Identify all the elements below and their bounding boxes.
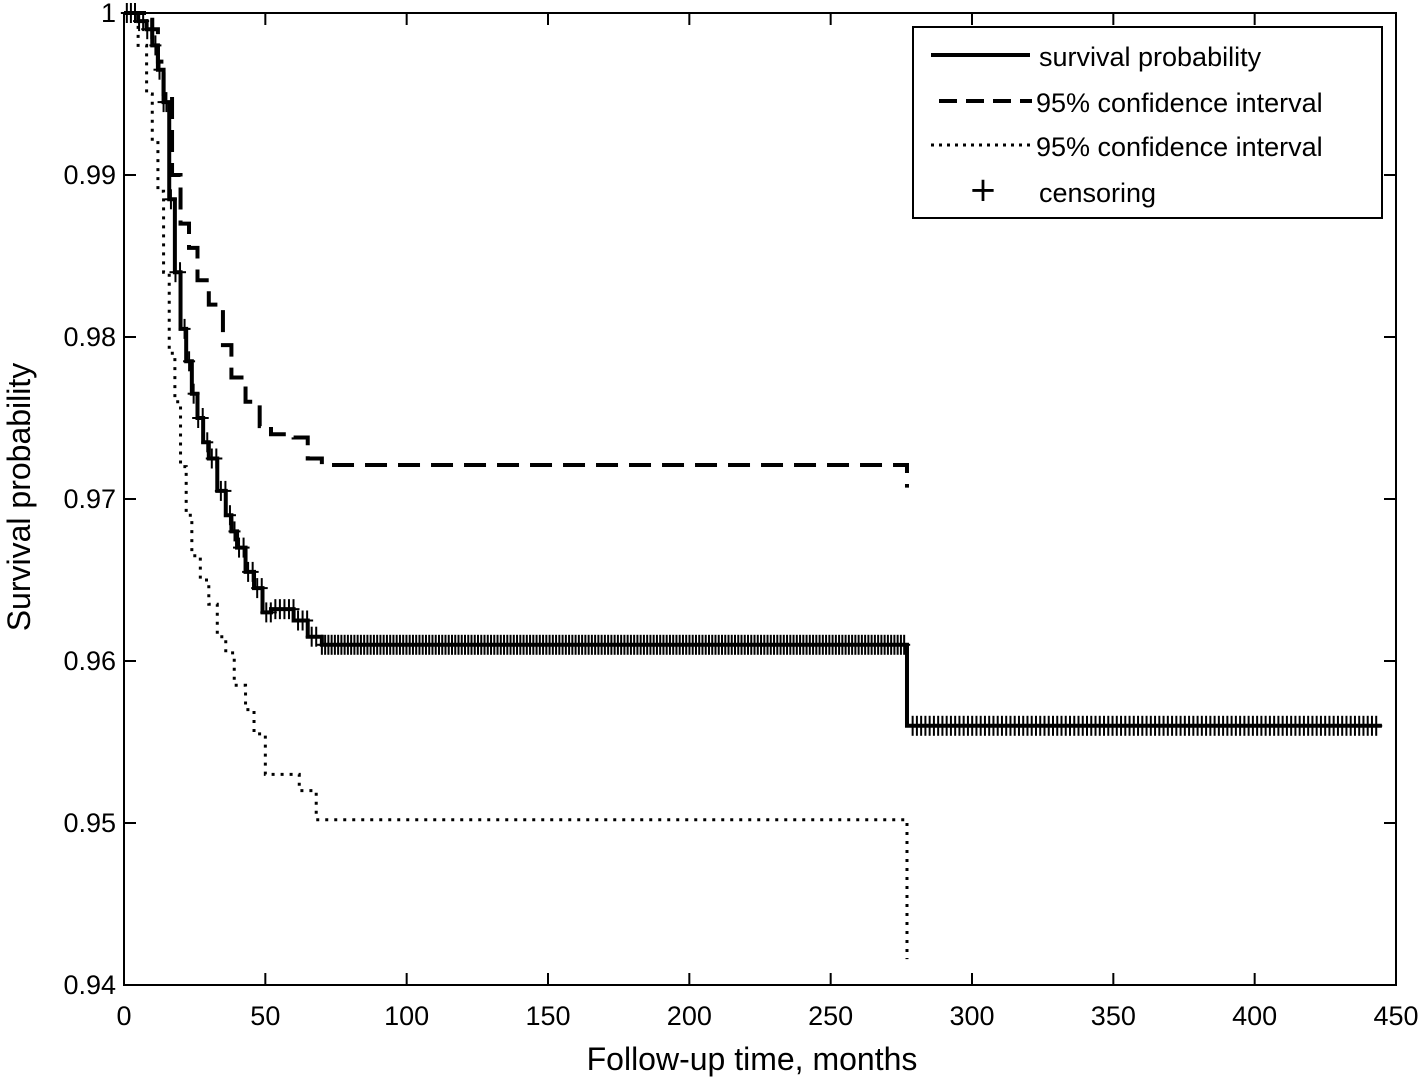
censor-mark (153, 59, 166, 80)
legend: survival probability 95% confidence inte… (912, 26, 1383, 219)
series-line-upper (124, 11, 909, 488)
legend-label-upper: 95% confidence interval (1036, 88, 1323, 118)
legend-label-lower: 95% confidence interval (1036, 132, 1323, 162)
censor-mark (178, 318, 191, 339)
y-tick-label: 0.95 (63, 808, 116, 838)
censor-mark (219, 480, 232, 501)
censoring-marks (120, 3, 1383, 736)
x-tick-label: 150 (525, 1001, 570, 1031)
censor-mark (174, 262, 187, 283)
y-tick-label: 0.94 (63, 970, 116, 1000)
censor-mark (149, 35, 162, 56)
censor-mark (164, 189, 177, 210)
y-axis-ticks: 0.94 0.95 0.96 0.97 0.98 0.99 1 (63, 0, 1396, 1000)
censor-mark (160, 92, 173, 113)
censor-mark (310, 626, 323, 647)
legend-box (912, 26, 1383, 219)
y-tick-label: 0.98 (63, 322, 116, 352)
x-tick-label: 450 (1373, 1001, 1418, 1031)
x-tick-label: 300 (949, 1001, 994, 1031)
censor-mark (246, 561, 259, 582)
legend-label-censor: censoring (1039, 178, 1156, 208)
y-tick-label: 0.96 (63, 646, 116, 676)
censor-mark (287, 599, 300, 620)
x-tick-label: 200 (667, 1001, 712, 1031)
y-axis-title: Survival probability (1, 363, 37, 632)
censor-mark (223, 505, 236, 526)
plot-frame (123, 12, 1397, 986)
censor-mark (228, 521, 241, 542)
legend-swatch-censor: + (969, 170, 998, 210)
legend-label-survival: survival probability (1039, 42, 1262, 72)
censor-mark (210, 448, 223, 469)
censor-mark (1370, 715, 1383, 736)
x-tick-label: 0 (116, 1001, 131, 1031)
y-tick-label: 0.99 (63, 160, 116, 190)
censor-mark (187, 383, 200, 404)
censor-mark (898, 634, 911, 655)
censor-mark (201, 432, 214, 453)
x-tick-label: 100 (384, 1001, 429, 1031)
x-axis-ticks: 0 50 100 150 200 250 300 350 400 450 (116, 13, 1419, 1031)
censor-mark (196, 408, 209, 428)
censor-mark (145, 19, 158, 40)
x-axis-title: Follow-up time, months (587, 1041, 918, 1077)
censor-mark (183, 351, 196, 372)
y-tick-label: 1 (101, 0, 116, 28)
x-tick-label: 250 (808, 1001, 853, 1031)
censor-mark (301, 610, 314, 631)
y-tick-label: 0.97 (63, 484, 116, 514)
censor-mark (255, 578, 268, 599)
censor-mark (237, 537, 250, 558)
x-tick-label: 350 (1091, 1001, 1136, 1031)
x-tick-label: 50 (250, 1001, 280, 1031)
x-tick-label: 400 (1232, 1001, 1277, 1031)
